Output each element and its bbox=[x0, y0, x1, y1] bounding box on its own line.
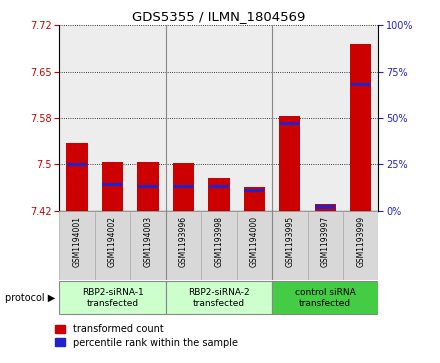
Bar bbox=[244, 187, 265, 211]
Bar bbox=[279, 116, 301, 211]
Bar bbox=[237, 211, 272, 280]
Text: GSM1194001: GSM1194001 bbox=[73, 216, 82, 267]
Bar bbox=[315, 205, 335, 208]
Text: GSM1193996: GSM1193996 bbox=[179, 216, 188, 267]
Title: GDS5355 / ILMN_1804569: GDS5355 / ILMN_1804569 bbox=[132, 10, 306, 23]
Bar bbox=[138, 185, 158, 188]
Bar bbox=[103, 183, 123, 186]
Bar bbox=[237, 25, 272, 211]
Bar bbox=[272, 25, 308, 211]
Bar bbox=[166, 281, 272, 314]
Bar bbox=[130, 25, 166, 211]
Text: protocol ▶: protocol ▶ bbox=[5, 293, 55, 303]
Bar bbox=[59, 25, 95, 211]
Bar bbox=[308, 211, 343, 280]
Legend: transformed count, percentile rank within the sample: transformed count, percentile rank withi… bbox=[55, 324, 238, 348]
Bar bbox=[272, 211, 308, 280]
Bar bbox=[351, 83, 371, 86]
Bar bbox=[209, 185, 229, 188]
Bar bbox=[343, 25, 378, 211]
Text: GSM1193995: GSM1193995 bbox=[285, 216, 294, 267]
Text: RBP2-siRNA-2
transfected: RBP2-siRNA-2 transfected bbox=[188, 287, 250, 308]
Bar bbox=[95, 25, 130, 211]
Bar bbox=[343, 211, 378, 280]
Text: GSM1194002: GSM1194002 bbox=[108, 216, 117, 267]
Text: RBP2-siRNA-1
transfected: RBP2-siRNA-1 transfected bbox=[82, 287, 143, 308]
Text: GSM1194003: GSM1194003 bbox=[143, 216, 153, 267]
Text: GSM1193997: GSM1193997 bbox=[321, 216, 330, 267]
Bar bbox=[66, 143, 88, 211]
Bar bbox=[208, 178, 230, 211]
Bar bbox=[315, 204, 336, 211]
Bar bbox=[272, 281, 378, 314]
Bar bbox=[244, 188, 264, 192]
Bar bbox=[102, 162, 123, 211]
Bar bbox=[166, 25, 201, 211]
Bar bbox=[130, 211, 166, 280]
Bar bbox=[350, 44, 371, 211]
Bar bbox=[173, 185, 194, 188]
Bar bbox=[137, 162, 159, 211]
Text: control siRNA
transfected: control siRNA transfected bbox=[295, 287, 356, 308]
Bar bbox=[95, 211, 130, 280]
Bar bbox=[280, 122, 300, 125]
Text: GSM1193998: GSM1193998 bbox=[214, 216, 224, 267]
Bar bbox=[308, 25, 343, 211]
Bar bbox=[173, 163, 194, 211]
Text: GSM1194000: GSM1194000 bbox=[250, 216, 259, 267]
Bar bbox=[201, 211, 237, 280]
Bar bbox=[166, 211, 201, 280]
Bar bbox=[201, 25, 237, 211]
Text: GSM1193999: GSM1193999 bbox=[356, 216, 365, 267]
Bar bbox=[59, 211, 95, 280]
Bar bbox=[59, 281, 166, 314]
Bar bbox=[67, 163, 87, 166]
